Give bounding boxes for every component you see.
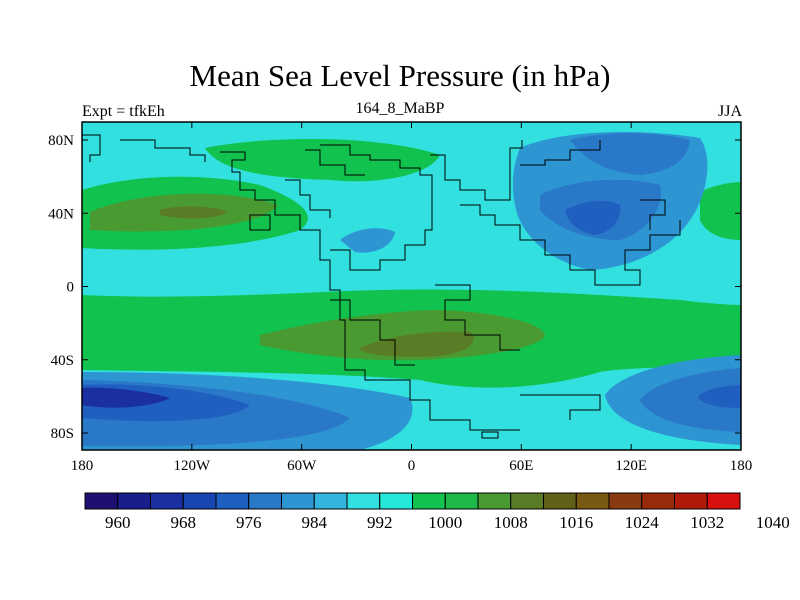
colorbar-box bbox=[477, 492, 512, 510]
x-tick-label: 120W bbox=[173, 458, 211, 474]
y-tick-label: 0 bbox=[67, 280, 75, 296]
southern-high-peak bbox=[360, 331, 474, 357]
colorbar-box bbox=[182, 492, 217, 510]
map-title: Mean Sea Level Pressure (in hPa) bbox=[189, 58, 611, 93]
colorbar-box bbox=[444, 492, 479, 510]
y-tick-label: 80N bbox=[48, 133, 74, 149]
x-tick-label: 60W bbox=[287, 458, 317, 474]
y-axis: 80N 40N 0 40S 80S bbox=[48, 133, 741, 442]
colorbar-box bbox=[510, 492, 544, 510]
na-low bbox=[340, 228, 395, 253]
colorbar-box bbox=[641, 492, 675, 510]
southern-ocean-low-east-core bbox=[698, 385, 741, 408]
colorbar-box bbox=[248, 492, 282, 510]
colorbar-label: 1024 bbox=[625, 513, 660, 532]
x-tick-label: 180 bbox=[730, 458, 753, 474]
pressure-field bbox=[82, 122, 741, 450]
period-label: 164_8_MaBP bbox=[355, 100, 445, 117]
colorbar-label: 1032 bbox=[690, 513, 724, 532]
colorbar-box bbox=[117, 492, 151, 510]
x-tick-label: 60E bbox=[509, 458, 533, 474]
arctic-high bbox=[205, 138, 440, 182]
colorbar-label: 1008 bbox=[494, 513, 528, 532]
southern-ocean-low-west-core bbox=[82, 387, 170, 408]
colorbar-label: 984 bbox=[302, 513, 328, 532]
x-tick-label: 120E bbox=[615, 458, 647, 474]
season-label: JJA bbox=[717, 103, 742, 120]
colorbar-box bbox=[543, 492, 577, 510]
colorbar-box bbox=[674, 492, 708, 510]
colorbar-box bbox=[575, 492, 610, 510]
colorbar-label: 1040 bbox=[756, 513, 790, 532]
x-tick-label: 180 bbox=[71, 458, 94, 474]
asian-low-core bbox=[565, 200, 621, 235]
colorbar-label: 992 bbox=[367, 513, 393, 532]
colorbar-label: 960 bbox=[105, 513, 131, 532]
colorbar-label: 976 bbox=[236, 513, 262, 532]
coastlines bbox=[82, 134, 681, 439]
colorbar: 960 968 976 984 992 1000 1008 1016 1024 1032 1040 bbox=[84, 492, 790, 532]
colorbar-box bbox=[84, 492, 119, 510]
x-tick-label: 0 bbox=[408, 458, 416, 474]
colorbar-box bbox=[313, 492, 348, 510]
colorbar-box bbox=[379, 492, 413, 510]
experiment-label: Expt = tfkEh bbox=[82, 103, 165, 120]
colorbar-label: 1000 bbox=[428, 513, 462, 532]
southern-ocean-low-east-mid bbox=[640, 368, 741, 432]
colorbar-label: 968 bbox=[171, 513, 197, 532]
colorbar-box bbox=[150, 492, 184, 510]
colorbar-box bbox=[346, 492, 381, 510]
y-tick-label: 80S bbox=[51, 426, 74, 442]
colorbar-box bbox=[608, 492, 643, 510]
y-tick-label: 40S bbox=[51, 353, 74, 369]
colorbar-box bbox=[412, 492, 446, 510]
x-axis: 180 120W 60W 0 60E 120E 180 bbox=[71, 122, 753, 474]
colorbar-label: 1016 bbox=[559, 513, 593, 532]
colorbar-box bbox=[706, 492, 741, 510]
colorbar-box bbox=[281, 492, 315, 510]
east-pacific-high bbox=[700, 182, 741, 240]
north-atlantic-high-peak bbox=[160, 206, 228, 219]
colorbar-box bbox=[215, 492, 250, 510]
y-tick-label: 40N bbox=[48, 206, 74, 222]
southern-high-core bbox=[260, 310, 545, 361]
